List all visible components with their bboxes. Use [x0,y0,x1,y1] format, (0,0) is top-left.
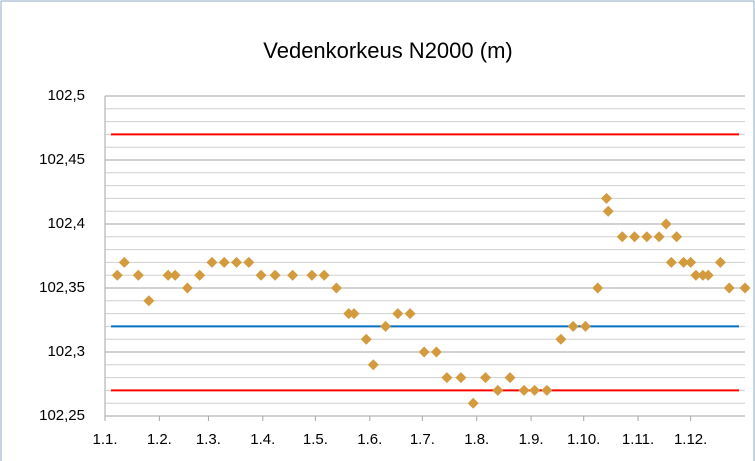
x-tick-label: 1.1. [92,431,117,448]
data-point [567,320,579,332]
data-point [348,308,360,320]
data-point [392,308,404,320]
data-point [723,282,735,294]
data-point [660,218,672,230]
data-point [318,269,330,281]
data-point [181,282,193,294]
x-tick-label: 1.8. [464,431,489,448]
y-tick-label: 102,4 [47,215,85,232]
data-point [255,269,267,281]
data-point [206,256,218,268]
y-tick-label: 102,45 [39,151,85,168]
x-tick-label: 1.2. [147,431,172,448]
data-point [518,384,530,396]
data-point [467,397,479,409]
data-point [194,269,206,281]
data-point [653,231,665,243]
data-point [600,192,612,204]
data-point [739,282,751,294]
data-point [555,333,567,345]
data-point [714,256,726,268]
data-point [678,256,690,268]
data-point [380,320,392,332]
data-point [702,269,714,281]
data-point [111,269,123,281]
data-point [418,346,430,358]
data-point [118,256,130,268]
x-tick-label: 1.6. [357,431,382,448]
y-tick-label: 102,25 [39,407,85,424]
data-point [404,308,416,320]
data-point [579,320,591,332]
data-point [330,282,342,294]
data-point [529,384,541,396]
data-point [671,231,683,243]
data-point [143,295,155,307]
data-point [455,372,467,384]
data-point [441,372,453,384]
data-point [602,205,614,217]
x-tick-label: 1.5. [303,431,328,448]
data-point [243,256,255,268]
data-point [218,256,230,268]
data-point [367,359,379,371]
x-tick-label: 1.3. [196,431,221,448]
data-point [685,256,697,268]
data-point [504,372,516,384]
y-tick-label: 102,5 [47,87,85,104]
data-point [641,231,653,243]
x-tick-label: 1.11. [622,431,654,448]
x-tick-label: 1.10. [567,431,600,448]
data-point [592,282,604,294]
data-point [492,384,504,396]
y-tick-label: 102,35 [39,279,85,296]
data-point [665,256,677,268]
chart-title: Vedenkorkeus N2000 (m) [263,38,512,63]
y-tick-label: 102,3 [47,343,85,360]
data-point [479,372,491,384]
data-point [306,269,318,281]
data-point [132,269,144,281]
x-tick-label: 1.12. [674,431,707,448]
data-point [287,269,299,281]
data-point [169,269,181,281]
x-tick-label: 1.4. [250,431,275,448]
data-point [541,384,553,396]
data-point [162,269,174,281]
data-point [690,269,702,281]
x-tick-label: 1.7. [410,431,435,448]
data-point [616,231,628,243]
data-point [269,269,281,281]
data-point [360,333,372,345]
x-tick-label: 1.9. [519,431,544,448]
data-point [430,346,442,358]
data-point [629,231,641,243]
data-point [231,256,243,268]
